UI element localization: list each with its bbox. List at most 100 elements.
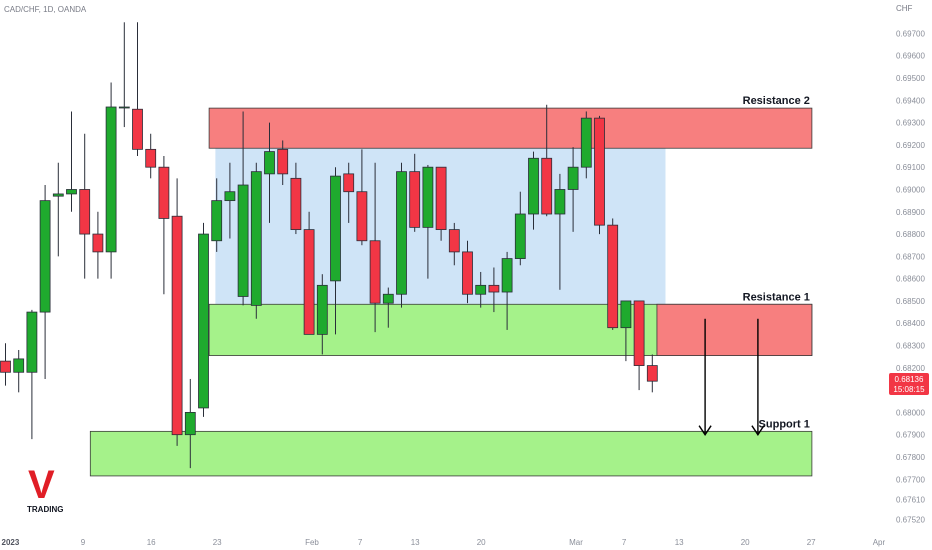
- candle-2: [26, 309, 38, 440]
- candle-body: [316, 284, 328, 335]
- candle-30: [396, 162, 407, 308]
- time-tick-5: 7: [358, 538, 363, 547]
- candle-36: [475, 271, 487, 308]
- candle-13: [171, 178, 183, 446]
- candle-12: [158, 156, 170, 295]
- candle-9: [118, 22, 130, 128]
- candle-43: [567, 147, 579, 232]
- candle-body: [303, 229, 315, 335]
- candle-22: [290, 162, 302, 235]
- candle-32: [422, 164, 434, 279]
- price-tick-15: 0.68200: [896, 364, 925, 373]
- price-tick-4: 0.69300: [896, 119, 925, 128]
- candle-body: [66, 189, 77, 195]
- candle-17: [224, 162, 236, 239]
- price-tick-21: 0.67610: [896, 495, 925, 504]
- price-tick-14: 0.68300: [896, 342, 925, 351]
- candle-body: [646, 365, 658, 382]
- candle-49: [646, 354, 658, 393]
- candle-1: [13, 349, 25, 393]
- red-box: [656, 303, 813, 356]
- price-tick-0: 0.69700: [896, 29, 925, 38]
- time-tick-13: Apr: [873, 538, 886, 547]
- candle-body: [39, 200, 51, 313]
- candle-0: [0, 343, 11, 386]
- candle-body: [105, 106, 117, 253]
- candle-34: [448, 222, 460, 266]
- candle-8: [105, 82, 117, 279]
- price-tick-8: 0.68900: [896, 208, 925, 217]
- candle-body: [501, 258, 513, 293]
- candle-body: [356, 191, 368, 242]
- time-tick-2: 16: [147, 538, 156, 547]
- candle-body: [607, 224, 619, 329]
- candle-body: [250, 171, 262, 306]
- price-tick-6: 0.69100: [896, 163, 925, 172]
- candle-body: [633, 300, 645, 366]
- candle-10: [132, 22, 143, 157]
- candles-layer: [0, 22, 658, 469]
- candle-body: [145, 148, 157, 168]
- candle-39: [514, 191, 526, 266]
- zone-label-1: Resistance 2: [743, 95, 810, 107]
- candle-body: [277, 148, 289, 175]
- time-tick-4: Feb: [305, 538, 319, 547]
- candle-body: [541, 157, 553, 215]
- candle-body: [237, 184, 249, 297]
- time-tick-11: 20: [741, 538, 750, 547]
- arrow-head: [751, 425, 765, 436]
- time-tick-8: Mar: [569, 538, 583, 547]
- candle-48: [633, 300, 645, 391]
- candle-18: [237, 111, 249, 306]
- candle-body: [264, 151, 275, 175]
- candle-body: [92, 233, 104, 253]
- candle-37: [488, 267, 500, 313]
- price-axis: 0.69700 0.69600 0.69500 0.69400 0.69300 0.692…: [896, 29, 925, 524]
- candle-42: [554, 173, 566, 290]
- candle-body: [594, 117, 605, 226]
- time-tick-3: 23: [213, 538, 222, 547]
- candle-29: [382, 287, 394, 328]
- candle-body: [462, 251, 473, 295]
- candle-body: [514, 213, 526, 259]
- candle-body: [158, 166, 170, 219]
- time-tick-0: 2023: [2, 538, 20, 547]
- candle-4: [52, 162, 64, 257]
- price-tick-13: 0.68400: [896, 319, 925, 328]
- candle-body: [554, 189, 566, 215]
- candle-body: [13, 358, 25, 373]
- candle-body: [382, 293, 394, 304]
- candle-body: [330, 175, 341, 282]
- candle-31: [409, 153, 421, 232]
- candle-19: [250, 162, 262, 319]
- zone-label-3: Support 1: [759, 418, 810, 430]
- candle-body: [475, 284, 487, 295]
- candle-33: [435, 166, 447, 241]
- price-tick-19: 0.67800: [896, 453, 925, 462]
- candle-body: [132, 108, 143, 150]
- candle-body: [448, 229, 460, 253]
- candle-body: [198, 233, 209, 409]
- time-axis: 2023 9 16 23 Feb 7 13 20 Mar 7 13 20 27 Apr: [2, 538, 886, 547]
- price-tick-3: 0.69400: [896, 96, 925, 105]
- time-tick-10: 13: [675, 538, 684, 547]
- zone-label-2: Resistance 1: [743, 291, 810, 303]
- candle-40: [528, 151, 539, 230]
- candle-14: [184, 378, 196, 469]
- candle-7: [92, 211, 104, 279]
- candle-20: [264, 122, 275, 223]
- candle-body: [422, 166, 434, 228]
- candle-body: [567, 166, 579, 190]
- candle-body: [0, 360, 11, 373]
- time-tick-9: 7: [622, 538, 627, 547]
- candle-body: [343, 173, 355, 193]
- candle-41: [541, 104, 553, 217]
- time-tick-6: 13: [411, 538, 420, 547]
- candle-body: [184, 411, 196, 436]
- candle-5: [66, 111, 77, 212]
- candle-28: [369, 162, 381, 333]
- candle-body: [528, 157, 539, 215]
- candle-11: [145, 133, 157, 179]
